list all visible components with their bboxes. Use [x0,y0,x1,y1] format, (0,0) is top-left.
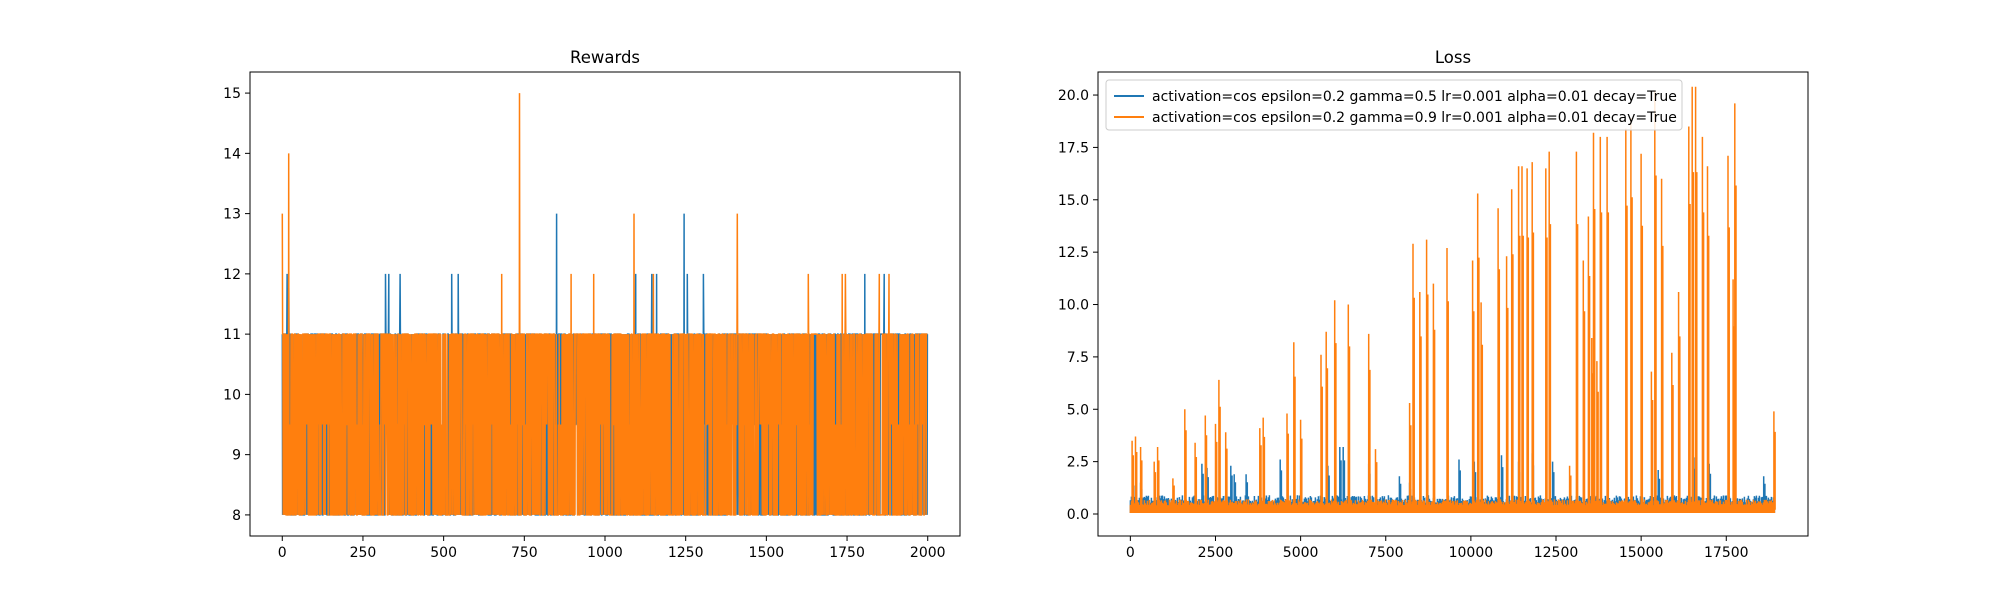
x-tick-label: 17500 [1704,545,1749,561]
x-tick-label: 1000 [587,545,623,561]
y-tick-label: 20.0 [1058,88,1089,104]
y-tick-label: 15 [223,86,241,102]
x-tick-label: 250 [350,545,377,561]
legend-label: activation=cos epsilon=0.2 gamma=0.9 lr=… [1152,110,1677,126]
y-tick-label: 13 [223,207,241,223]
x-tick-label: 5000 [1283,545,1319,561]
x-tick-label: 2500 [1198,545,1234,561]
y-tick-label: 15.0 [1058,193,1089,209]
x-tick-label: 2000 [910,545,946,561]
y-tick-label: 17.5 [1058,140,1089,156]
y-tick-label: 7.5 [1067,350,1089,366]
series-line-2 [281,93,928,516]
series-line-2 [1129,86,1776,513]
x-tick-label: 750 [511,545,538,561]
y-tick-label: 8 [232,508,241,524]
y-tick-label: 14 [223,146,241,162]
x-tick-label: 1250 [668,545,704,561]
legend-label: activation=cos epsilon=0.2 gamma=0.5 lr=… [1152,89,1677,105]
legend: activation=cos epsilon=0.2 gamma=0.5 lr=… [1105,79,1683,131]
y-tick-label: 11 [223,327,241,343]
loss-chart: Loss 0 2500 5000 7500 10000 12500 15000 17500 0.… [1058,48,1809,561]
x-tick-label: 1750 [829,545,865,561]
x-tick-label: 10000 [1449,545,1494,561]
x-tick-label: 12500 [1534,545,1579,561]
x-tick-label: 15000 [1619,545,1664,561]
y-tick-label: 2.5 [1067,455,1089,471]
chart-title: Loss [1435,48,1471,67]
y-tick-label: 10 [223,387,241,403]
x-tick-label: 0 [278,545,287,561]
y-tick-label: 10.0 [1058,298,1089,314]
legend-box [1105,79,1683,131]
y-tick-label: 12 [223,267,241,283]
y-tick-label: 5.0 [1067,402,1089,418]
plot-frame [1097,71,1809,537]
x-tick-label: 500 [430,545,457,561]
x-tick-label: 1500 [749,545,785,561]
x-tick-label: 0 [1126,545,1135,561]
x-tick-label: 7500 [1368,545,1404,561]
rewards-chart: Rewards 0 250 500 750 1000 1250 1500 1750 2000 8 9… [223,48,961,561]
y-tick-label: 9 [232,448,241,464]
chart-title: Rewards [570,48,640,67]
y-tick-label: 0.0 [1067,507,1089,523]
y-tick-label: 12.5 [1058,245,1089,261]
